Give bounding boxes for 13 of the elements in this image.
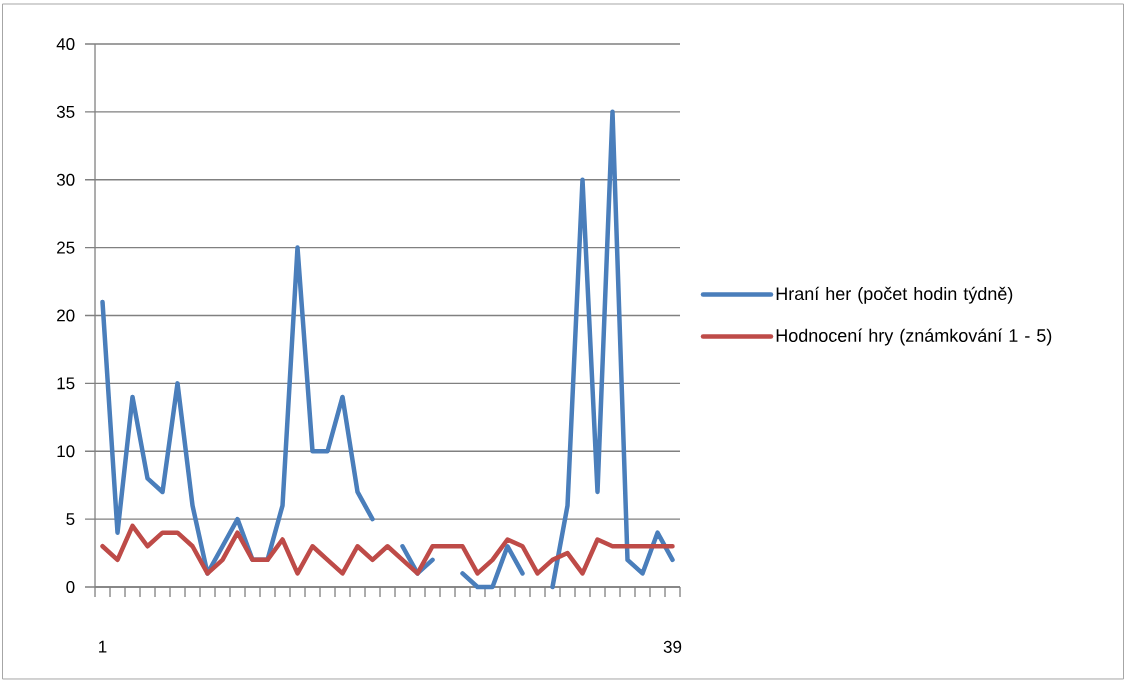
- y-tick-label: 40: [56, 37, 75, 51]
- y-tick-label: 10: [57, 445, 75, 458]
- y-tick-label: 5: [66, 513, 75, 526]
- y-tick-label: 0: [66, 580, 75, 594]
- y-tick-label: 25: [57, 241, 75, 254]
- legend-label: Hraní her (počet hodin týdně): [776, 286, 1013, 304]
- y-tick-label: 20: [57, 309, 75, 322]
- y-tick-label: 15: [57, 377, 75, 390]
- y-tick-label: 30: [56, 173, 75, 186]
- legend-label: Hodnocení hry (známkování 1 - 5): [776, 328, 1052, 346]
- y-tick-label: 35: [56, 105, 75, 118]
- x-tick-label: 39: [663, 640, 682, 653]
- x-tick-label: 1: [99, 640, 107, 653]
